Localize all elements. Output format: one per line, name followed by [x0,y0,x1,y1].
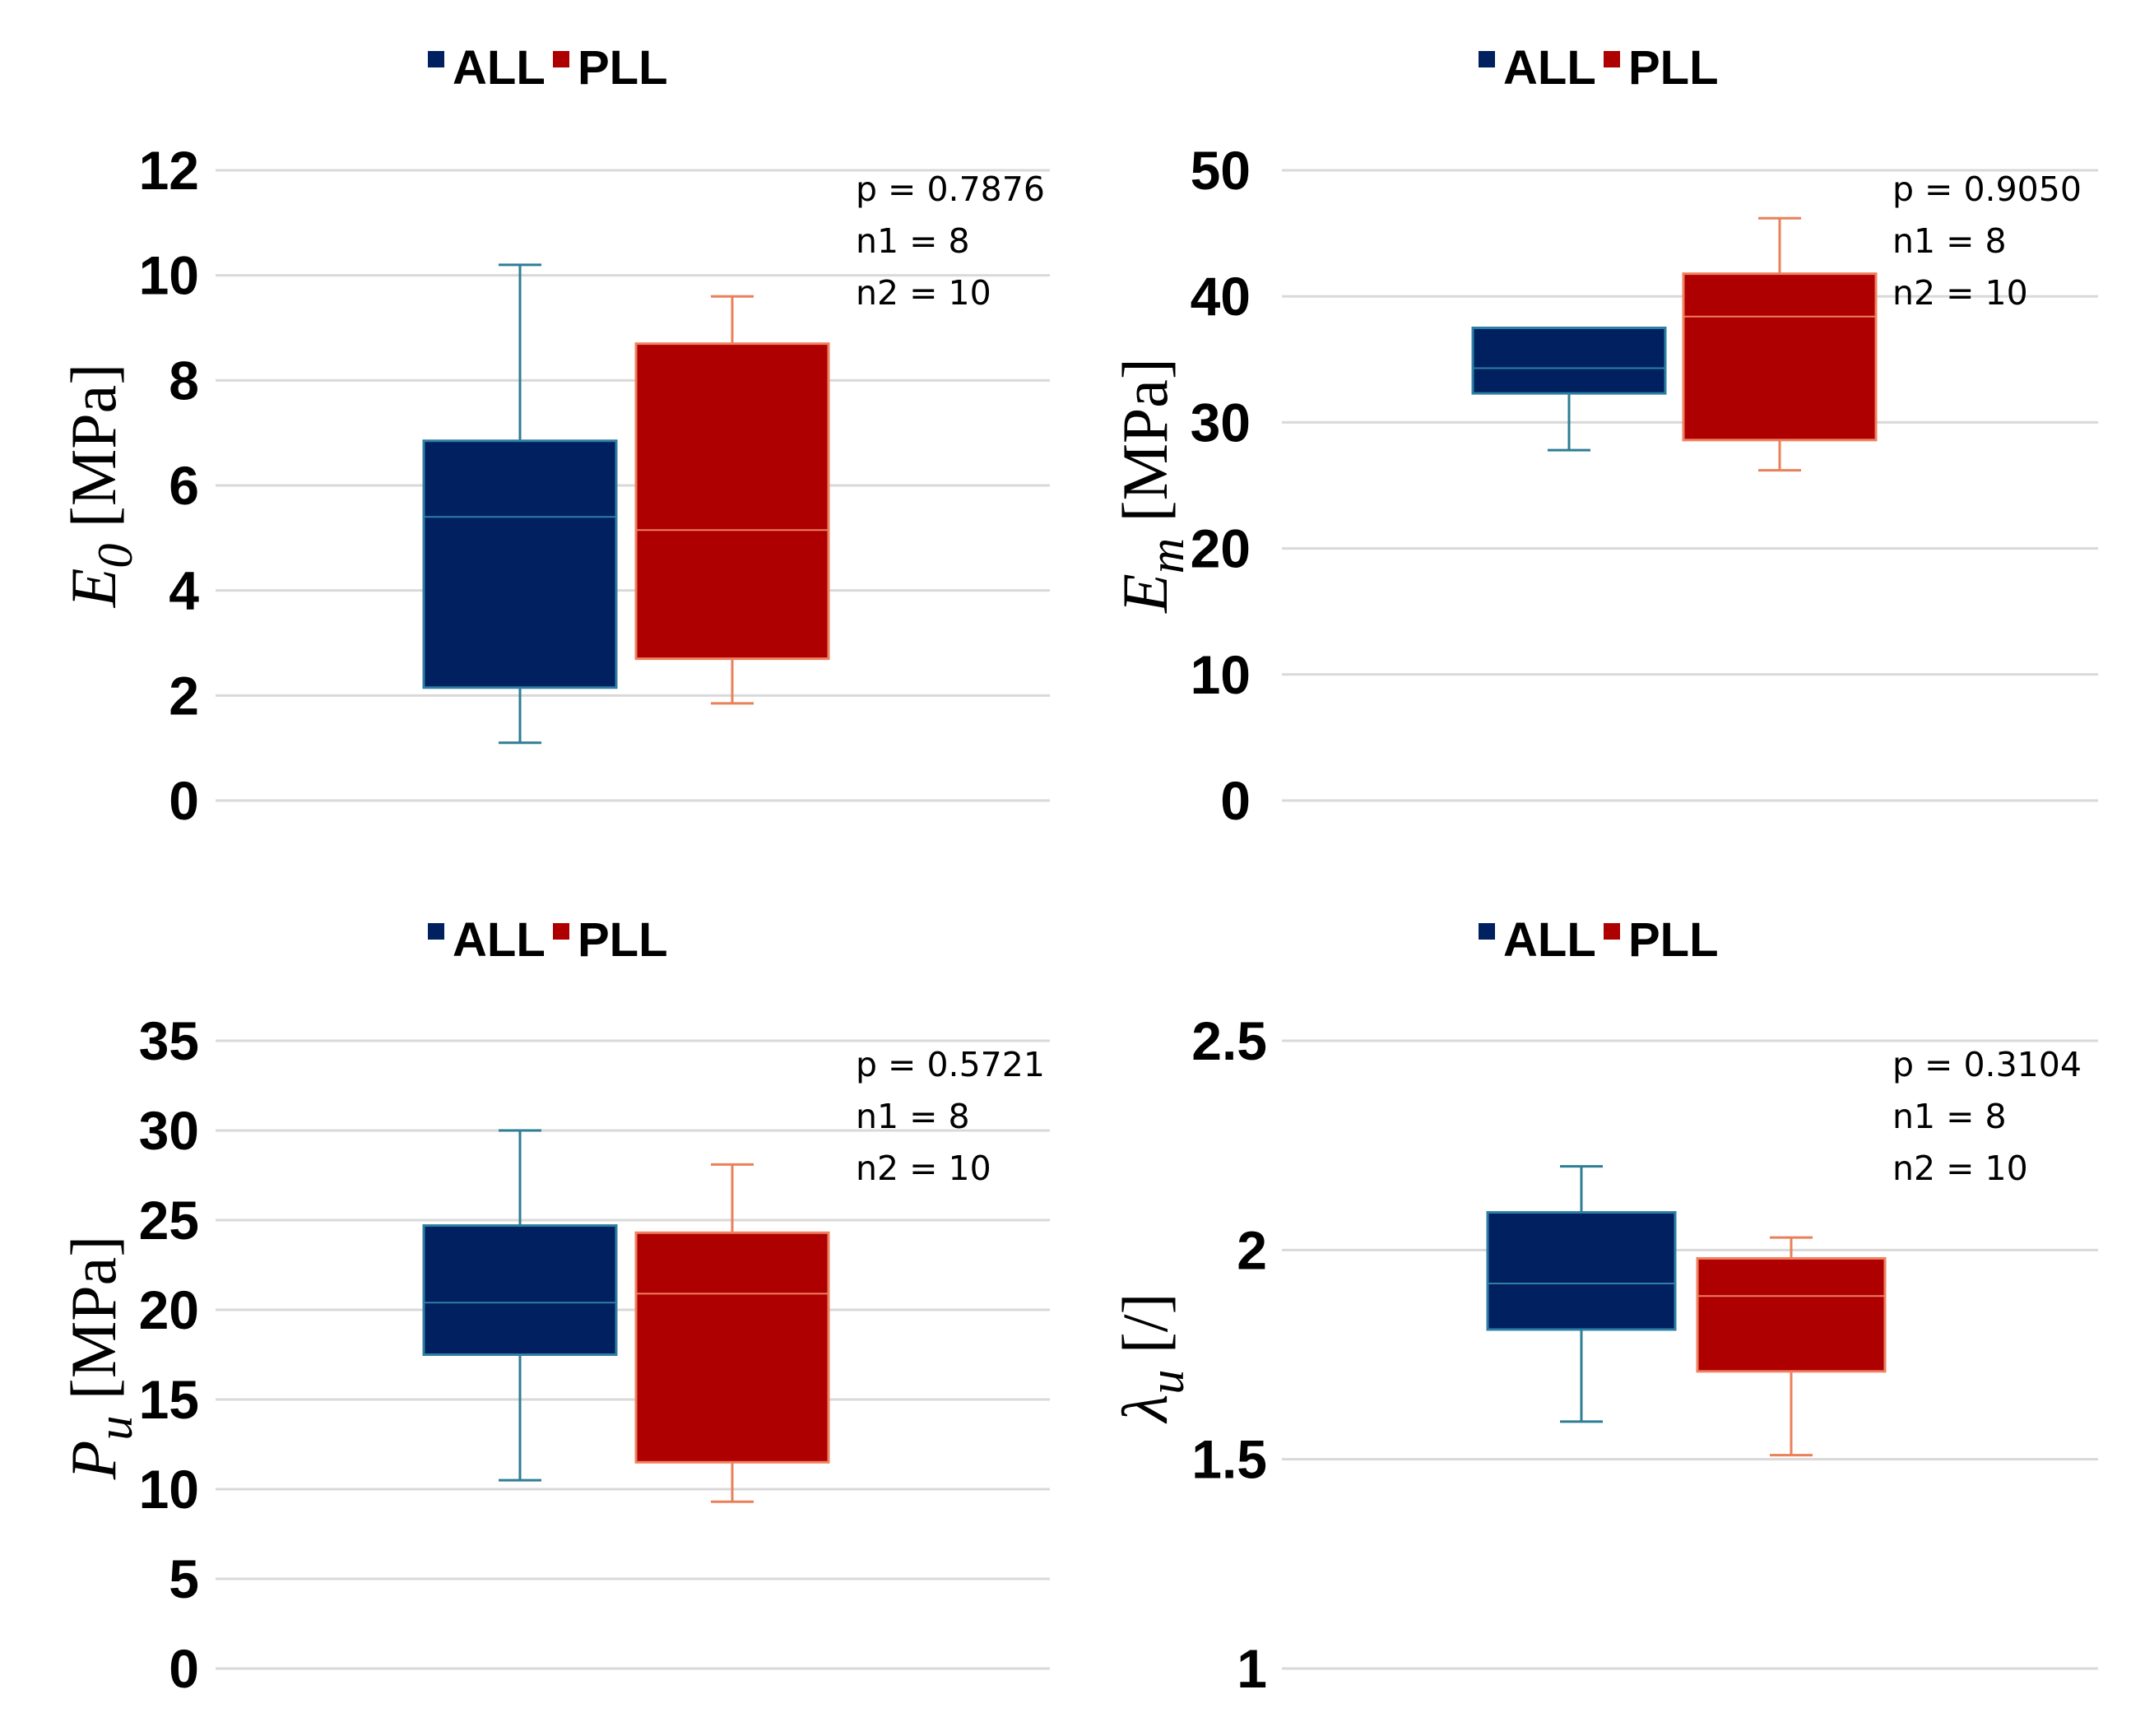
y-axis-label: E0 [MPa] [58,364,142,608]
y-tick-label: 8 [169,350,199,411]
legend: ALL PLL [1479,41,1719,95]
legend-swatch-all [428,51,444,67]
legend-label-all: ALL [453,41,546,95]
y-tick-label: 1.5 [1191,1429,1267,1490]
box-iqr [634,342,830,661]
y-tick-label: 5 [169,1548,199,1609]
stat-annotation: p = 0.7876 [856,169,1045,209]
box-iqr [634,1231,830,1464]
box-iqr [422,439,618,689]
y-axis-symbol: E [58,569,129,609]
box-iqr [422,1224,618,1357]
chart-Em: 0 10 20 30 40 50 ALL PLL p = 0.9050 n1 = 8 n2 = 10… [1109,41,2098,831]
y-axis-unit: [MPa] [58,364,129,544]
y-axis-unit: [MPa] [58,1236,129,1416]
y-tick-label: 2 [1237,1219,1267,1280]
stat-annotation: n1 = 8 [856,221,970,261]
box-all [1471,327,1667,452]
box-pll [1696,1236,1887,1457]
y-axis-subscript: m [1140,538,1194,573]
legend: ALL PLL [1479,913,1719,967]
stat-annotation: n2 = 10 [1892,1149,2028,1188]
y-tick-label: 0 [169,770,199,831]
y-tick-label: 30 [139,1100,199,1161]
y-tick-label: 50 [1191,140,1251,201]
stat-annotation: n1 = 8 [1892,1097,2007,1136]
chart-lambda_u: 1 1.5 2 2.5 ALL PLL p = 0.3104 n1 = 8 n2 = 10 λu … [1109,913,2098,1699]
y-tick-label: 15 [139,1369,199,1430]
y-tick-label: 6 [169,455,199,516]
legend-label-pll: PLL [578,41,668,95]
legend-swatch-pll [553,923,569,940]
y-tick-label: 0 [169,1638,199,1699]
y-tick-label: 0 [1220,770,1251,831]
y-axis-label: Pu [MPa] [58,1236,142,1480]
y-tick-label: 30 [1191,392,1251,453]
y-tick-label: 10 [1191,644,1251,705]
y-tick-label: 25 [139,1190,199,1251]
legend: ALL PLL [428,41,668,95]
y-axis-symbol: P [58,1441,129,1481]
stat-annotation: n2 = 10 [1892,273,2028,313]
stat-annotation: n1 = 8 [856,1097,970,1136]
y-tick-label: 2 [169,665,199,726]
box-all [422,1129,618,1482]
y-axis-label: Em [MPa] [1109,358,1194,614]
y-axis-unit: [MPa] [1109,358,1181,538]
legend-label-all: ALL [1503,41,1596,95]
y-axis-subscript: u [1140,1370,1194,1395]
legend-swatch-all [1479,923,1495,940]
legend-swatch-all [428,923,444,940]
stat-annotation: n2 = 10 [856,1149,991,1188]
y-axis-subscript: u [88,1416,142,1441]
y-axis-symbol: λ [1109,1395,1181,1424]
y-tick-label: 4 [169,560,199,621]
y-tick-label: 20 [139,1279,199,1340]
y-tick-label: 1 [1237,1638,1267,1699]
box-pll [634,1163,830,1503]
legend-swatch-pll [553,51,569,67]
y-tick-label: 2.5 [1191,1010,1267,1071]
box-pll [1682,216,1878,472]
legend-label-pll: PLL [578,913,668,967]
stat-annotation: p = 0.3104 [1892,1045,2082,1084]
box-iqr [1682,272,1878,442]
y-axis-symbol: E [1109,573,1181,614]
y-tick-label: 12 [139,140,199,201]
legend-label-all: ALL [1503,913,1596,967]
stat-annotation: n2 = 10 [856,273,991,313]
stat-annotation: n1 = 8 [1892,221,2007,261]
box-all [422,263,618,745]
legend-label-pll: PLL [1628,41,1719,95]
stat-annotation: p = 0.9050 [1892,169,2082,209]
legend-swatch-all [1479,51,1495,67]
stat-annotation: p = 0.5721 [856,1045,1045,1084]
box-iqr [1471,327,1667,395]
y-axis-label: λu [/] [1109,1293,1194,1424]
y-axis-unit: [/] [1109,1293,1181,1370]
y-tick-label: 10 [139,1459,199,1520]
box-all [1486,1165,1677,1423]
y-axis-subscript: 0 [88,544,142,569]
box-iqr [1486,1211,1677,1331]
box-pll [634,295,830,705]
y-tick-label: 40 [1191,266,1251,327]
legend-swatch-pll [1604,923,1620,940]
legend-label-all: ALL [453,913,546,967]
legend-swatch-pll [1604,51,1620,67]
y-tick-label: 10 [139,245,199,306]
y-tick-label: 35 [139,1010,199,1071]
legend-label-pll: PLL [1628,913,1719,967]
legend: ALL PLL [428,913,668,967]
y-tick-label: 20 [1191,518,1251,579]
box-iqr [1696,1257,1887,1373]
chart-Pu: 0 5 10 15 20 25 30 35 ALL PLL p = 0.5721 n1 = 8 n2 =… [58,913,1050,1699]
